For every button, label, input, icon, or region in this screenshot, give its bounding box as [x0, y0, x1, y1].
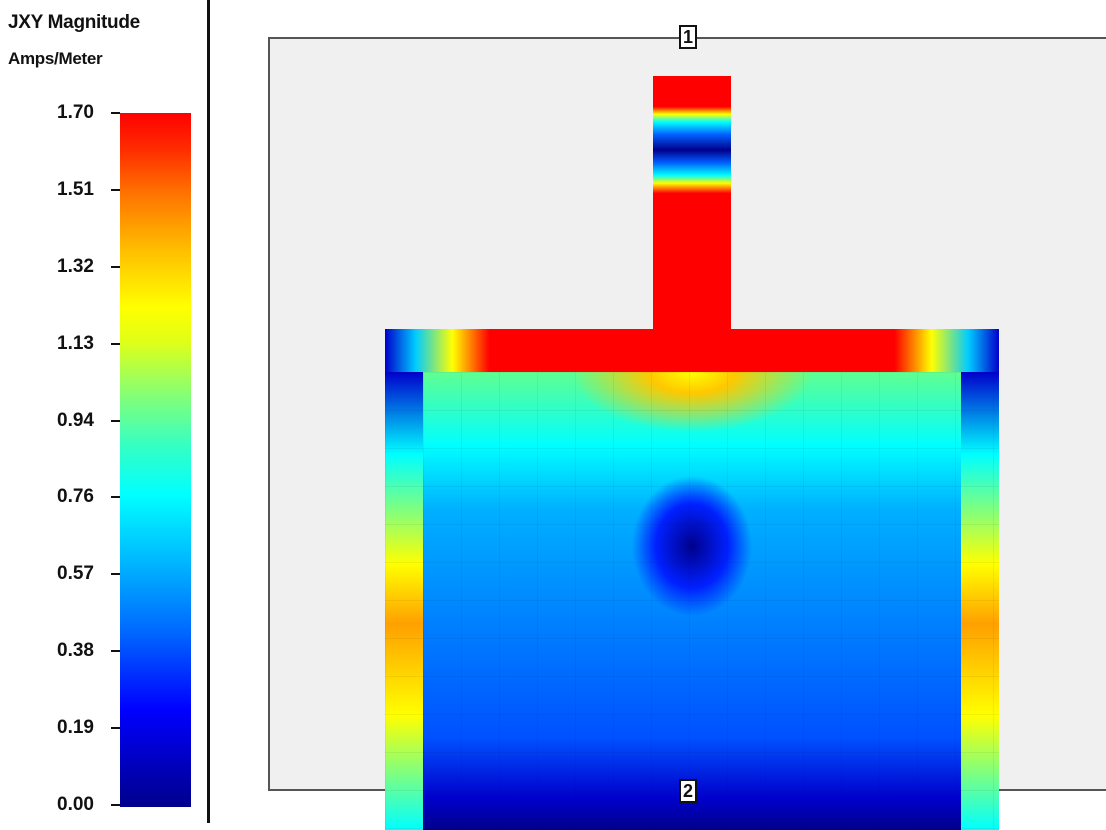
legend-tick-label: 1.70 [57, 102, 94, 123]
feed-line-strip[interactable] [653, 76, 731, 331]
legend-tick-label: 1.51 [57, 178, 94, 200]
legend-tick-label: 0.57 [57, 563, 94, 585]
patch-body[interactable] [385, 372, 999, 830]
colorbar [120, 113, 191, 807]
legend-tick-label: 0.94 [57, 409, 94, 431]
legend-tick-mark [111, 804, 120, 806]
legend-tick-mark [111, 727, 120, 730]
patch-right-edge [961, 372, 999, 830]
legend-tick-mark [111, 419, 120, 422]
legend-tick-mark [111, 112, 120, 114]
patch-top-edge[interactable] [385, 329, 999, 372]
legend-tick-mark [111, 342, 120, 345]
plot-area[interactable] [268, 37, 1106, 830]
legend-tick-mark [111, 650, 120, 653]
port-label-1[interactable]: 1 [679, 25, 697, 49]
legend-panel: JXY Magnitude Amps/Meter 1.70 1.51 1.32 1.1… [0, 0, 206, 823]
panel-divider [207, 0, 210, 823]
legend-tick-label: 1.13 [57, 332, 94, 354]
mesh-grid [385, 372, 999, 830]
legend-units: Amps/Meter [8, 49, 103, 68]
legend-tick-label: 0.19 [57, 717, 94, 739]
legend-title: JXY Magnitude [8, 12, 140, 33]
port-label-2[interactable]: 2 [679, 779, 697, 803]
legend-tick-label: 0.00 [57, 794, 94, 815]
legend-tick-label: 0.38 [57, 640, 94, 662]
legend-tick-mark [111, 573, 120, 576]
legend-tick-mark [111, 265, 120, 268]
patch-left-edge [385, 372, 423, 830]
legend-tick-label: 0.76 [57, 486, 94, 508]
legend-tick-mark [111, 496, 120, 499]
legend-tick-label: 1.32 [57, 255, 94, 277]
legend-tick-mark [111, 188, 120, 191]
